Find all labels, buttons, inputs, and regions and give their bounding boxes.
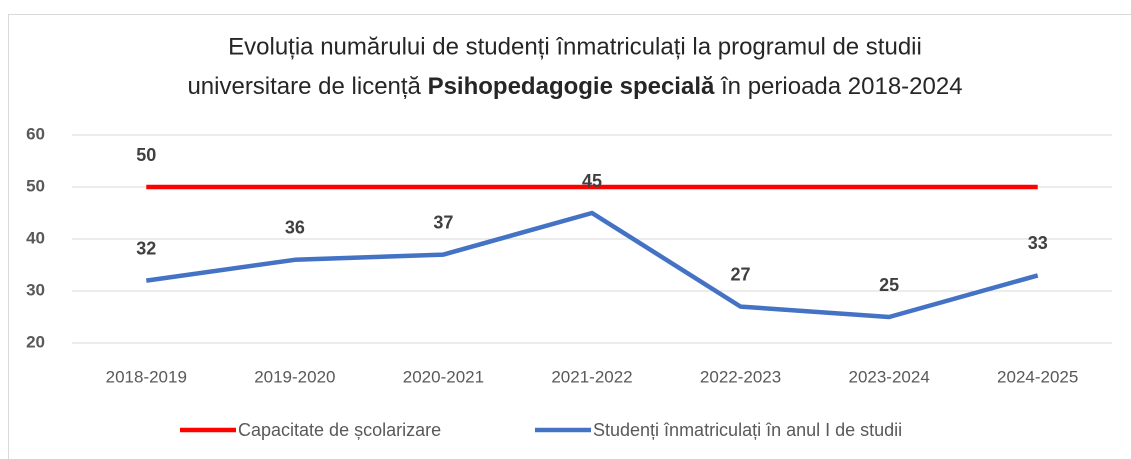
x-tick-label: 2020-2021 [403, 367, 484, 386]
y-tick-label: 30 [26, 280, 45, 299]
y-tick-label: 20 [26, 332, 45, 351]
x-tick-label: 2018-2019 [106, 367, 187, 386]
data-label: 32 [136, 238, 156, 258]
title-part: Psihopedagogie specială [428, 73, 715, 100]
data-label: 33 [1028, 233, 1048, 253]
chart-title: Evoluția numărului de studenți înmatricu… [228, 33, 922, 60]
title-part: universitare de licență [187, 73, 421, 100]
y-tick-label: 50 [26, 176, 45, 195]
x-tick-label: 2019-2020 [254, 367, 335, 386]
data-label: 25 [879, 275, 899, 295]
x-tick-label: 2024-2025 [997, 367, 1078, 386]
data-label: 37 [433, 212, 453, 232]
title-part: în perioada 2018-2024 [720, 73, 963, 100]
series-line [145, 210, 1039, 320]
data-label: 27 [731, 264, 751, 284]
data-label: 36 [285, 218, 305, 238]
x-tick-label: 2021-2022 [551, 367, 632, 386]
x-tick-label: 2022-2023 [700, 367, 781, 386]
y-tick-label: 40 [26, 228, 45, 247]
y-tick-label: 60 [26, 124, 45, 143]
legend-label: Studenți înmatriculați în anul I de stud… [593, 420, 902, 440]
chart-frame [8, 14, 1131, 459]
x-tick-label: 2023-2024 [848, 367, 929, 386]
data-label: 45 [582, 171, 602, 191]
chart-title: universitare de licență Psihopedagogie s… [187, 73, 962, 100]
data-label: 50 [136, 145, 156, 165]
legend-label: Capacitate de școlarizare [238, 420, 441, 440]
